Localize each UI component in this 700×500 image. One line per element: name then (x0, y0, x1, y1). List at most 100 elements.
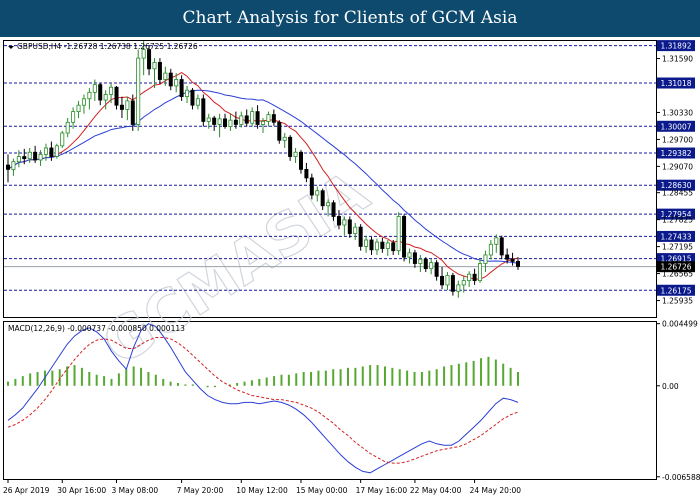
candle-body (304, 168, 309, 179)
current-price-box (657, 261, 695, 273)
candle-body (87, 91, 92, 100)
candle-body (445, 275, 450, 286)
candle-body (163, 72, 168, 80)
macd-tick-label: 0.004499 (662, 320, 698, 329)
price-tick-label: 1.29070 (662, 162, 693, 171)
price-axis: 1.31590 1.30330 1.29700 1.29070 1.28455 1.278… (656, 55, 693, 306)
macd-axis: 0.004499 0.00 -0.006588 (656, 320, 700, 482)
candle-body (185, 89, 190, 98)
current-price-label: 1.26726 (660, 263, 691, 272)
chart-banner: Chart Analysis for Clients of GCM Asia (0, 0, 700, 37)
candle-body (358, 226, 363, 247)
candle-body (239, 115, 244, 125)
candlesticks (6, 41, 521, 298)
candle-body (282, 136, 287, 141)
candle-body (228, 119, 233, 127)
candle-body (27, 151, 32, 160)
candle-body (98, 84, 103, 101)
candle-body (206, 117, 211, 122)
level-label-box (657, 230, 695, 242)
candle-body (130, 100, 135, 125)
candle-body (510, 258, 515, 262)
candle-body (315, 190, 320, 196)
ma-slow-line (7, 89, 519, 264)
time-tick-label: 30 Apr 16:00 (57, 486, 106, 495)
macd-indicator (7, 323, 519, 474)
candle-body (293, 151, 298, 157)
price-tick-label: 1.26565 (662, 270, 693, 279)
candle-body (174, 79, 179, 87)
candle-body (125, 100, 130, 110)
candle-body (488, 243, 493, 256)
candle-body (505, 254, 510, 260)
candle-body (331, 202, 336, 217)
level-label-box (657, 120, 695, 132)
candle-body (147, 49, 152, 70)
candle-body (195, 98, 200, 106)
candle-body (76, 104, 81, 113)
candle-body (92, 84, 97, 93)
time-tick-label: 22 May 04:00 (410, 486, 462, 495)
candle-body (407, 252, 412, 258)
macd-tick-label: 0.00 (662, 382, 679, 391)
candle-body (11, 161, 16, 170)
level-label: 1.27954 (660, 210, 691, 219)
candle-body (483, 254, 488, 264)
price-header-text: GBPUSD,H4 -1.26728 1.26738 1.26725 1.267… (17, 42, 198, 51)
candle-body (374, 241, 379, 251)
candle-body (212, 117, 217, 125)
candle-body (271, 114, 276, 123)
candle-body (157, 61, 162, 80)
candle-body (516, 260, 521, 267)
candle-body (380, 241, 385, 249)
candle-body (233, 119, 238, 125)
forex-chart: GCMASIA 1.318921.310181.300071.293821.28… (3, 40, 700, 495)
candle-body (109, 86, 114, 95)
candle-body (298, 151, 303, 170)
candle-body (494, 237, 499, 245)
candle-body (347, 219, 352, 234)
price-header: GBPUSD,H4 -1.26728 1.26738 1.26725 1.267… (8, 42, 198, 51)
candle-body (277, 121, 282, 141)
candle-body (190, 89, 195, 106)
candle-body (385, 242, 390, 249)
candle-body (309, 177, 314, 196)
candle-body (456, 284, 461, 292)
level-label-box (657, 179, 695, 191)
level-label: 1.31892 (660, 42, 691, 51)
candle-body (467, 273, 472, 282)
candle-body (119, 104, 124, 110)
candle-body (114, 86, 119, 106)
macd-panel-frame (3, 321, 657, 480)
key-levels: 1.31892 1.31018 1.30007 1.29382 1.28630 1.279… (4, 40, 695, 296)
candle-body (461, 280, 466, 286)
level-label-box (657, 77, 695, 89)
level-label: 1.26915 (660, 255, 691, 264)
candle-body (250, 111, 255, 124)
candle-body (353, 226, 358, 234)
candle-body (60, 132, 65, 147)
time-tick-label: 17 May 16:00 (356, 486, 408, 495)
time-tick-label: 26 Apr 2019 (3, 486, 50, 495)
time-tick-label: 15 May 00:00 (296, 486, 348, 495)
level-label-box (657, 284, 695, 296)
candle-body (440, 275, 445, 286)
candle-body (71, 111, 76, 123)
candle-body (326, 202, 331, 207)
candle-body (423, 258, 428, 270)
candle-body (65, 121, 70, 134)
candle-body (103, 94, 108, 101)
price-tick-label: 1.30330 (662, 108, 693, 117)
macd-line (7, 323, 519, 474)
level-label-box (657, 208, 695, 220)
candle-body (223, 118, 228, 127)
level-label: 1.30007 (660, 122, 691, 131)
level-label-box (657, 253, 695, 265)
candle-body (141, 49, 146, 59)
candle-body (342, 219, 347, 226)
price-tick-label: 1.27195 (662, 243, 693, 252)
candle-body (22, 156, 27, 160)
level-label: 1.28630 (660, 181, 691, 190)
candle-body (49, 147, 54, 157)
candle-body (412, 252, 417, 264)
